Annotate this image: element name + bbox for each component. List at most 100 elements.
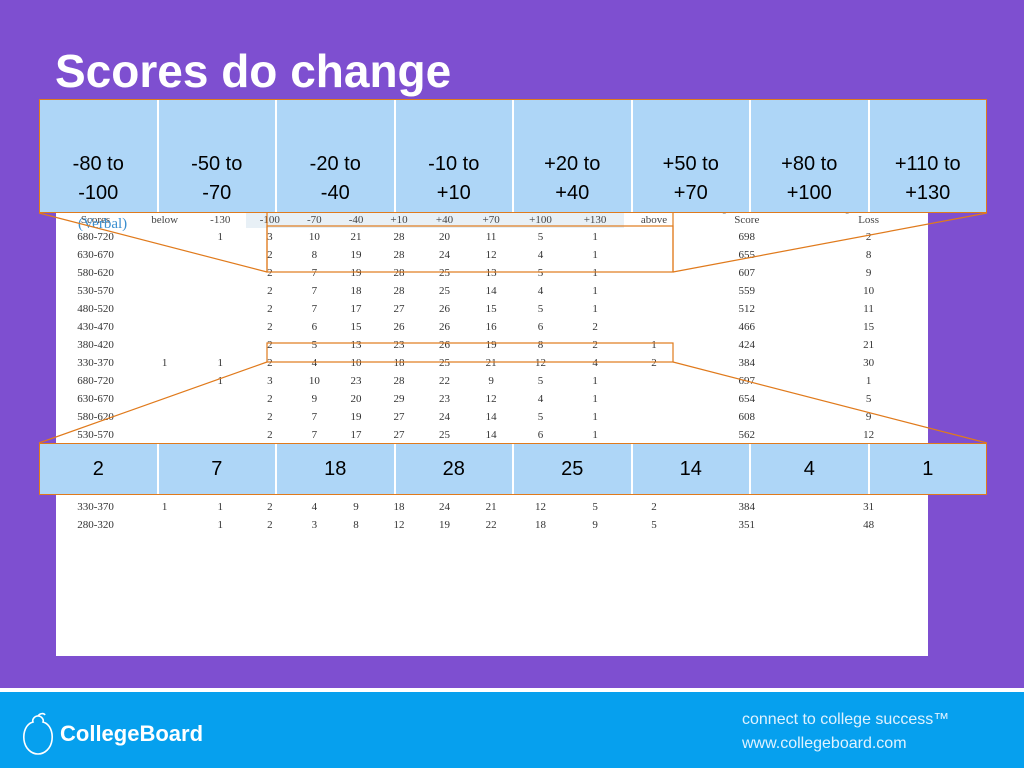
table-cell: 2 — [267, 249, 273, 261]
table-cell: 12 — [393, 519, 405, 531]
table-cell: 280-320 — [77, 519, 114, 531]
table-cell: 27 — [393, 411, 405, 423]
table-cell: 424 — [738, 339, 756, 351]
table-cell: 4 — [537, 249, 544, 261]
table-cell: 30 — [863, 357, 875, 369]
table-cell: 4 — [311, 357, 318, 369]
callout-row-values: 2 7 18 28 25 14 4 1 — [39, 443, 987, 495]
table-cell: 1 — [592, 411, 598, 423]
section-label: (Verbal) — [78, 216, 128, 232]
tagline-url[interactable]: www.collegeboard.com — [742, 735, 907, 752]
callout-row-value: 14 — [633, 444, 751, 494]
table-cell: 23 — [350, 375, 362, 387]
table-cell: 7 — [311, 429, 318, 441]
table-cell: 23 — [438, 393, 450, 405]
table-cell: 8 — [353, 519, 359, 531]
table-cell — [135, 264, 194, 282]
table-cell: 6 — [537, 429, 544, 441]
table-cell: 1 — [651, 339, 657, 351]
table-cell: 480-520 — [77, 303, 114, 315]
table-cell: 4 — [592, 357, 598, 369]
table-cell: 10 — [308, 375, 320, 387]
table-cell: 25 — [438, 285, 450, 297]
table-cell — [624, 372, 685, 390]
table-cell: 48 — [863, 519, 875, 531]
table-cell: 655 — [738, 249, 756, 261]
table-cell: 559 — [738, 285, 756, 297]
table-cell — [194, 408, 246, 426]
table-cell: 24 — [438, 411, 450, 423]
table-cell: 698 — [738, 231, 756, 243]
table-cell: 2 — [651, 357, 657, 369]
table-cell: 697 — [738, 375, 756, 387]
table-body-top: 680-720 1 3 10 21 28 20 11 5 1 698 2 630-670 2 8 19 28 24… — [56, 228, 928, 372]
table-cell: 29 — [393, 393, 405, 405]
table-cell: 2 — [267, 267, 273, 279]
table-cell: 3 — [311, 519, 318, 531]
table-row: 630-670 2 9 20 29 23 12 4 1 654 5 — [56, 390, 928, 408]
table-cell: 2 — [267, 393, 273, 405]
table-cell: 2 — [267, 303, 273, 315]
table-cell: 1 — [592, 285, 598, 297]
acorn-logo-icon — [23, 712, 53, 755]
table-cell: 19 — [350, 249, 362, 261]
table-cell: 12 — [485, 393, 497, 405]
table-cell: 2 — [651, 501, 657, 513]
table-cell — [194, 318, 246, 336]
table-cell: 5 — [537, 267, 544, 279]
table-cell: 2 — [267, 501, 273, 513]
table-row: 330-370 1 1 2 4 9 18 24 21 12 5 2 384 31 — [56, 498, 928, 516]
table-cell: 25 — [438, 357, 450, 369]
table-cell: 14 — [485, 411, 497, 423]
table-cell: 654 — [738, 393, 756, 405]
table-cell: 15 — [863, 321, 875, 333]
table-cell: 4 — [311, 501, 318, 513]
table-cell — [135, 246, 194, 264]
table-cell: 380-420 — [77, 339, 114, 351]
table-cell: 562 — [738, 429, 756, 441]
table-cell: 12 — [863, 429, 875, 441]
table-cell: 19 — [438, 519, 450, 531]
table-row: 680-720 1 3 10 21 28 20 11 5 1 698 2 — [56, 228, 928, 246]
table-row: 280-320 1 2 3 8 12 19 22 18 9 5 351 48 — [56, 516, 928, 534]
table-cell: 530-570 — [77, 429, 114, 441]
table-row: 580-620 2 7 19 27 24 14 5 1 608 9 — [56, 408, 928, 426]
table-cell: 3 — [267, 375, 273, 387]
table-cell: 7 — [311, 303, 318, 315]
table-cell — [624, 246, 685, 264]
tagline-line-1: connect to college success™ — [742, 711, 950, 728]
table-cell — [624, 264, 685, 282]
slide-title: Scores do change — [55, 45, 452, 97]
table-cell — [624, 228, 685, 246]
table-cell — [624, 390, 685, 408]
table-cell: 26 — [438, 303, 450, 315]
table-cell: 8 — [537, 339, 544, 351]
table-cell — [135, 408, 194, 426]
callout-row-value: 25 — [514, 444, 633, 494]
table-cell: 1 — [592, 429, 598, 441]
table-cell: 1 — [592, 303, 598, 315]
table-cell: 14 — [485, 429, 497, 441]
table-cell — [624, 282, 685, 300]
table-cell: 24 — [438, 249, 450, 261]
table-cell: 2 — [267, 321, 273, 333]
table-cell: 384 — [738, 357, 756, 369]
table-row: 430-470 2 6 15 26 26 16 6 2 466 15 — [56, 318, 928, 336]
table-cell: 2 — [267, 339, 273, 351]
table-cell: 21 — [863, 339, 875, 351]
table-cell: 630-670 — [77, 249, 114, 261]
table-cell: 4 — [537, 393, 544, 405]
table-cell: 430-470 — [77, 321, 114, 333]
table-cell: 580-620 — [77, 267, 114, 279]
table-cell: 13 — [350, 339, 362, 351]
collegeboard-logo[interactable]: CollegeBoard — [20, 712, 203, 756]
table-cell: 7 — [311, 411, 318, 423]
callout-row-value: 28 — [396, 444, 514, 494]
table-cell — [135, 516, 194, 534]
table-cell: 28 — [393, 231, 405, 243]
table-cell: 5 — [537, 231, 544, 243]
table-cell — [194, 282, 246, 300]
table-cell: 2 — [592, 339, 598, 351]
table-cell — [135, 336, 194, 354]
table-cell — [194, 336, 246, 354]
